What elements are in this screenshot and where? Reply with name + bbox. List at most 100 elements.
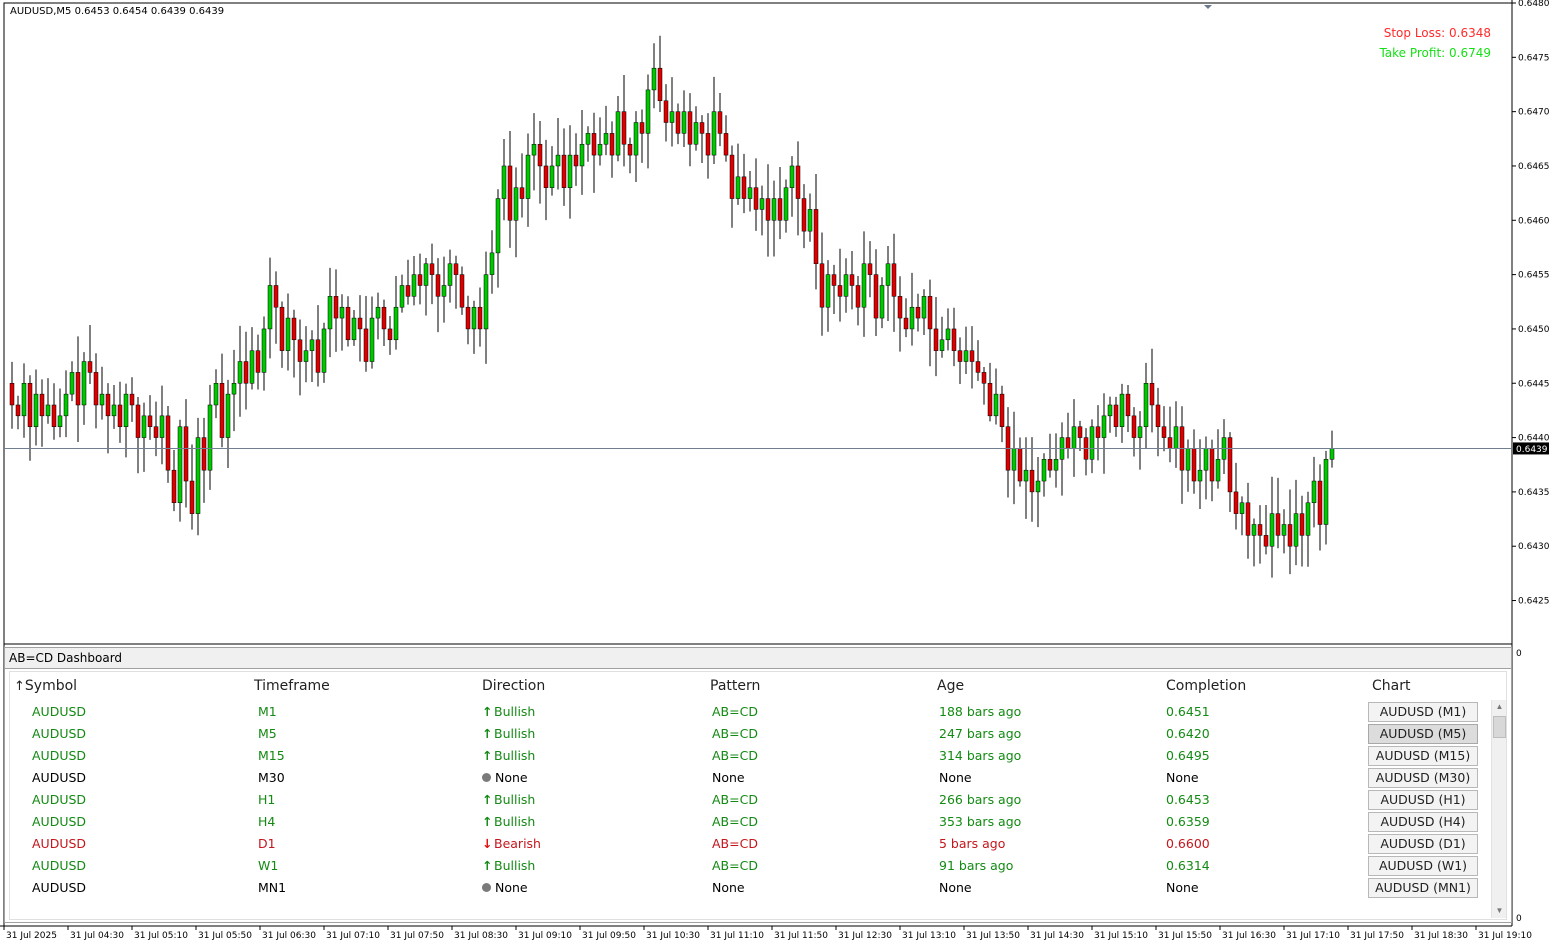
bull-candle bbox=[261, 328, 267, 373]
bull-candle bbox=[1035, 480, 1041, 493]
bull-candle bbox=[225, 393, 231, 438]
open-chart-button[interactable]: AUDUSD (M1) bbox=[1368, 702, 1478, 722]
open-chart-button[interactable]: AUDUSD (D1) bbox=[1368, 834, 1478, 854]
bull-candle bbox=[885, 263, 891, 286]
bear-candle bbox=[165, 415, 171, 471]
cell-symbol: AUDUSD bbox=[32, 836, 87, 851]
table-row: AUDUSD M1 ↑ Bullish AB=CD 188 bars ago 0.6451 A… bbox=[10, 701, 1490, 723]
bear-candle bbox=[15, 404, 21, 417]
bear-candle bbox=[813, 209, 819, 264]
open-chart-button[interactable]: AUDUSD (H4) bbox=[1368, 812, 1478, 832]
bear-candle bbox=[135, 404, 141, 438]
bull-candle bbox=[471, 306, 477, 330]
column-header-direction[interactable]: Direction bbox=[482, 678, 546, 694]
cell-pattern: AB=CD bbox=[712, 814, 758, 829]
cell-direction-label: Bullish bbox=[494, 858, 536, 873]
bear-candle bbox=[723, 133, 729, 156]
bear-candle bbox=[417, 274, 423, 286]
column-header-symbol[interactable]: ↑Symbol bbox=[14, 678, 77, 694]
open-chart-button[interactable]: AUDUSD (M30) bbox=[1368, 768, 1478, 788]
cell-completion: None bbox=[1166, 880, 1199, 895]
open-chart-button[interactable]: AUDUSD (W1) bbox=[1368, 856, 1478, 876]
bull-candle bbox=[195, 437, 201, 514]
current-price-label: 0.6439 bbox=[1516, 445, 1548, 455]
time-tick-label: 31 Jul 05:50 bbox=[198, 931, 252, 941]
bull-candle bbox=[393, 306, 399, 341]
column-header-pattern[interactable]: Pattern bbox=[710, 678, 761, 694]
bear-candle bbox=[1149, 383, 1155, 406]
bull-candle bbox=[327, 296, 333, 330]
column-header-timeframe[interactable]: Timeframe bbox=[254, 678, 330, 694]
bear-candle bbox=[117, 404, 123, 427]
open-chart-button[interactable]: AUDUSD (M5) bbox=[1368, 724, 1478, 744]
bull-candle bbox=[1215, 459, 1221, 482]
scroll-up-icon[interactable]: ▲ bbox=[1495, 702, 1504, 711]
time-tick-label: 31 Jul 04:30 bbox=[70, 931, 124, 941]
cell-direction: ↑ Bullish bbox=[482, 858, 535, 873]
price-tick-label: 0.6445 bbox=[1518, 379, 1550, 389]
dashboard-scrollbar[interactable]: ▲ ▼ bbox=[1491, 700, 1506, 918]
table-row: AUDUSD H1 ↑ Bullish AB=CD 266 bars ago 0.6453 A… bbox=[10, 789, 1490, 811]
column-header-chart[interactable]: Chart bbox=[1372, 678, 1411, 694]
bear-candle bbox=[477, 306, 483, 330]
bear-candle bbox=[933, 328, 939, 351]
bull-candle bbox=[231, 383, 237, 395]
cell-direction: ↑ Bullish bbox=[482, 704, 535, 719]
bear-candle bbox=[873, 274, 879, 319]
bull-candle bbox=[69, 372, 75, 395]
column-header-completion[interactable]: Completion bbox=[1166, 678, 1247, 694]
cell-pattern: AB=CD bbox=[712, 726, 758, 741]
cell-direction-label: None bbox=[495, 880, 528, 895]
bear-candle bbox=[537, 143, 543, 167]
open-chart-button[interactable]: AUDUSD (M15) bbox=[1368, 746, 1478, 766]
bear-candle bbox=[219, 383, 225, 438]
column-header-age[interactable]: Age bbox=[937, 678, 965, 694]
bull-candle bbox=[1107, 404, 1113, 417]
price-tick-label: 0.6480 bbox=[1518, 0, 1550, 9]
bull-candle bbox=[207, 404, 213, 471]
bull-candle bbox=[177, 426, 183, 504]
price-tick-label: 0.6465 bbox=[1518, 162, 1550, 172]
table-row: AUDUSD M5 ↑ Bullish AB=CD 247 bars ago 0.6420 A… bbox=[10, 723, 1490, 745]
cell-direction-label: Bullish bbox=[494, 726, 536, 741]
bear-candle bbox=[171, 469, 177, 504]
bull-candle bbox=[45, 404, 51, 417]
bear-candle bbox=[93, 372, 99, 406]
bull-candle bbox=[1203, 448, 1209, 471]
open-chart-button[interactable]: AUDUSD (MN1) bbox=[1368, 878, 1478, 898]
cell-age: 188 bars ago bbox=[939, 704, 1022, 719]
bear-candle bbox=[1227, 437, 1233, 493]
bear-candle bbox=[663, 100, 669, 123]
bear-candle bbox=[519, 187, 525, 199]
time-tick-label: 31 Jul 16:30 bbox=[1222, 931, 1276, 941]
bear-candle bbox=[27, 383, 33, 427]
dashboard-title: AB=CD Dashboard bbox=[5, 648, 1511, 669]
bull-candle bbox=[1269, 513, 1275, 547]
bear-candle bbox=[1077, 426, 1083, 438]
bear-candle bbox=[687, 111, 693, 145]
bull-candle bbox=[501, 165, 507, 199]
time-tick-label: 31 Jul 14:30 bbox=[1030, 931, 1084, 941]
scroll-down-icon[interactable]: ▼ bbox=[1495, 906, 1504, 915]
open-chart-button[interactable]: AUDUSD (H1) bbox=[1368, 790, 1478, 810]
bear-candle bbox=[969, 350, 975, 362]
bear-candle bbox=[981, 372, 987, 384]
bull-candle bbox=[111, 404, 117, 417]
take-profit-label: Take Profit: 0.6749 bbox=[1379, 46, 1491, 60]
scroll-thumb[interactable] bbox=[1493, 716, 1506, 738]
bear-candle bbox=[627, 143, 633, 156]
bull-candle bbox=[63, 393, 69, 417]
bear-candle bbox=[801, 198, 807, 232]
time-tick-label: 31 Jul 05:10 bbox=[134, 931, 188, 941]
time-tick-label: 31 Jul 09:10 bbox=[518, 931, 572, 941]
price-tick-label: 0.6470 bbox=[1518, 108, 1550, 118]
bear-candle bbox=[561, 154, 567, 188]
cell-direction: ↓ Bearish bbox=[482, 836, 541, 851]
bear-candle bbox=[1161, 426, 1167, 438]
time-tick-label: 31 Jul 17:10 bbox=[1286, 931, 1340, 941]
price-tick-label: 0.6435 bbox=[1518, 488, 1550, 498]
bull-candle bbox=[411, 274, 417, 297]
bull-candle bbox=[861, 263, 867, 308]
